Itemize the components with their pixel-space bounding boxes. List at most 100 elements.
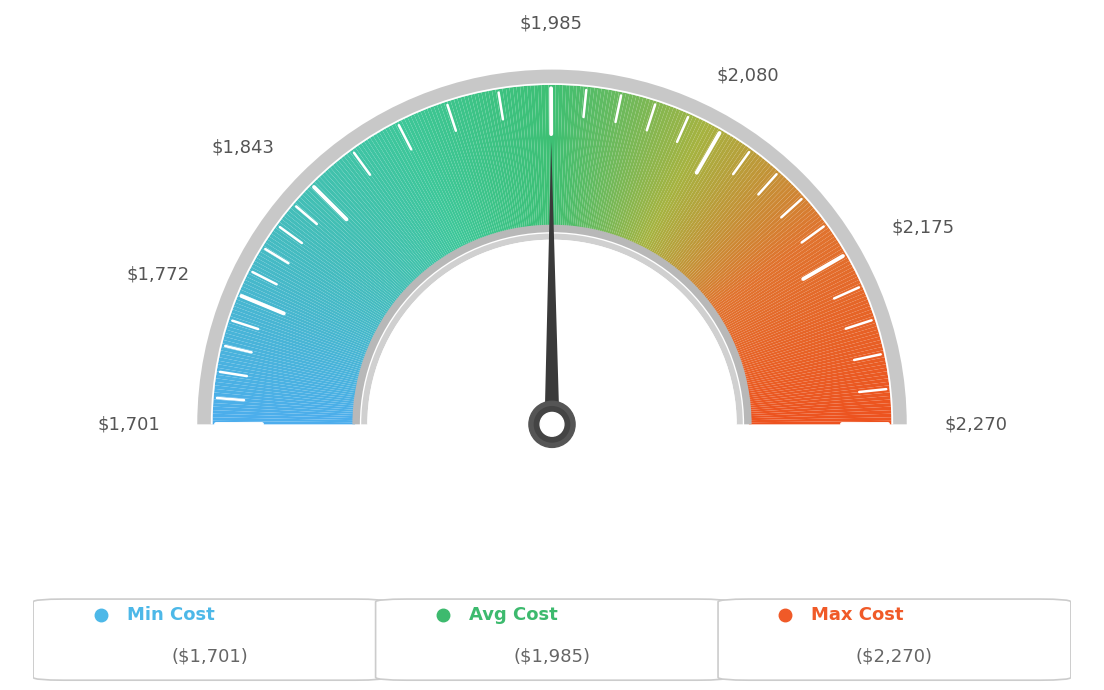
Wedge shape <box>564 86 577 228</box>
Wedge shape <box>284 213 397 304</box>
Wedge shape <box>656 136 734 258</box>
Wedge shape <box>350 150 436 266</box>
Wedge shape <box>650 130 725 255</box>
Wedge shape <box>328 168 423 277</box>
Wedge shape <box>718 239 839 319</box>
Wedge shape <box>421 110 478 243</box>
Wedge shape <box>286 210 399 302</box>
Wedge shape <box>682 170 779 278</box>
Wedge shape <box>395 122 463 250</box>
Wedge shape <box>691 184 795 286</box>
Wedge shape <box>397 120 465 249</box>
Wedge shape <box>731 283 862 344</box>
Wedge shape <box>538 85 545 228</box>
Wedge shape <box>382 128 455 254</box>
Wedge shape <box>368 239 736 424</box>
Wedge shape <box>376 132 452 256</box>
Wedge shape <box>686 175 784 281</box>
Wedge shape <box>721 248 845 324</box>
Text: $1,985: $1,985 <box>519 14 583 32</box>
Wedge shape <box>290 205 402 299</box>
Wedge shape <box>609 99 654 237</box>
Wedge shape <box>644 124 712 250</box>
Wedge shape <box>258 252 382 326</box>
Wedge shape <box>330 165 425 275</box>
Wedge shape <box>726 267 854 335</box>
Wedge shape <box>295 200 404 296</box>
Wedge shape <box>361 233 743 424</box>
Wedge shape <box>724 261 851 331</box>
Text: Avg Cost: Avg Cost <box>469 607 558 624</box>
Wedge shape <box>355 228 749 424</box>
Wedge shape <box>322 172 421 279</box>
Wedge shape <box>623 108 677 242</box>
Wedge shape <box>740 323 877 367</box>
Wedge shape <box>214 389 357 406</box>
Wedge shape <box>679 165 774 275</box>
Wedge shape <box>588 91 619 231</box>
Wedge shape <box>411 115 471 246</box>
Wedge shape <box>262 246 384 322</box>
Wedge shape <box>647 127 719 253</box>
Wedge shape <box>275 225 393 310</box>
Wedge shape <box>638 119 703 248</box>
Wedge shape <box>746 364 887 391</box>
Wedge shape <box>460 97 501 235</box>
Wedge shape <box>737 313 873 362</box>
Wedge shape <box>745 361 887 389</box>
Wedge shape <box>690 181 792 285</box>
Wedge shape <box>234 303 369 356</box>
Wedge shape <box>583 89 608 230</box>
Wedge shape <box>379 130 454 255</box>
Wedge shape <box>272 230 391 314</box>
Wedge shape <box>414 112 474 244</box>
Wedge shape <box>702 205 814 299</box>
Wedge shape <box>740 319 875 366</box>
Wedge shape <box>267 237 388 317</box>
Wedge shape <box>492 90 519 230</box>
Wedge shape <box>720 246 842 322</box>
Wedge shape <box>447 101 493 237</box>
Wedge shape <box>649 128 722 254</box>
Wedge shape <box>733 293 867 350</box>
Wedge shape <box>678 163 771 274</box>
Wedge shape <box>434 105 486 240</box>
Wedge shape <box>464 95 503 234</box>
Wedge shape <box>676 161 768 273</box>
Wedge shape <box>599 95 636 234</box>
Wedge shape <box>293 203 403 297</box>
Wedge shape <box>672 156 763 270</box>
Wedge shape <box>541 85 548 228</box>
Wedge shape <box>237 293 371 350</box>
Wedge shape <box>370 136 448 258</box>
Wedge shape <box>226 326 363 369</box>
Wedge shape <box>250 267 378 335</box>
Wedge shape <box>302 192 408 291</box>
Wedge shape <box>216 371 358 395</box>
Wedge shape <box>747 389 890 406</box>
Wedge shape <box>697 195 805 293</box>
Wedge shape <box>312 181 414 285</box>
Wedge shape <box>566 86 581 228</box>
Wedge shape <box>252 264 379 333</box>
Wedge shape <box>368 138 446 259</box>
Wedge shape <box>743 340 882 377</box>
Wedge shape <box>227 323 364 367</box>
Wedge shape <box>749 400 891 412</box>
Wedge shape <box>700 200 809 296</box>
FancyBboxPatch shape <box>375 599 729 680</box>
Wedge shape <box>601 95 640 234</box>
Wedge shape <box>222 344 361 380</box>
Text: $1,843: $1,843 <box>211 139 275 157</box>
Wedge shape <box>652 132 728 256</box>
Wedge shape <box>722 255 848 328</box>
Wedge shape <box>217 364 358 391</box>
Wedge shape <box>603 97 644 235</box>
Wedge shape <box>279 219 395 307</box>
Wedge shape <box>471 94 507 233</box>
Wedge shape <box>549 85 552 228</box>
Wedge shape <box>613 101 660 238</box>
Text: Max Cost: Max Cost <box>811 607 904 624</box>
Wedge shape <box>707 213 820 304</box>
Wedge shape <box>242 283 373 344</box>
